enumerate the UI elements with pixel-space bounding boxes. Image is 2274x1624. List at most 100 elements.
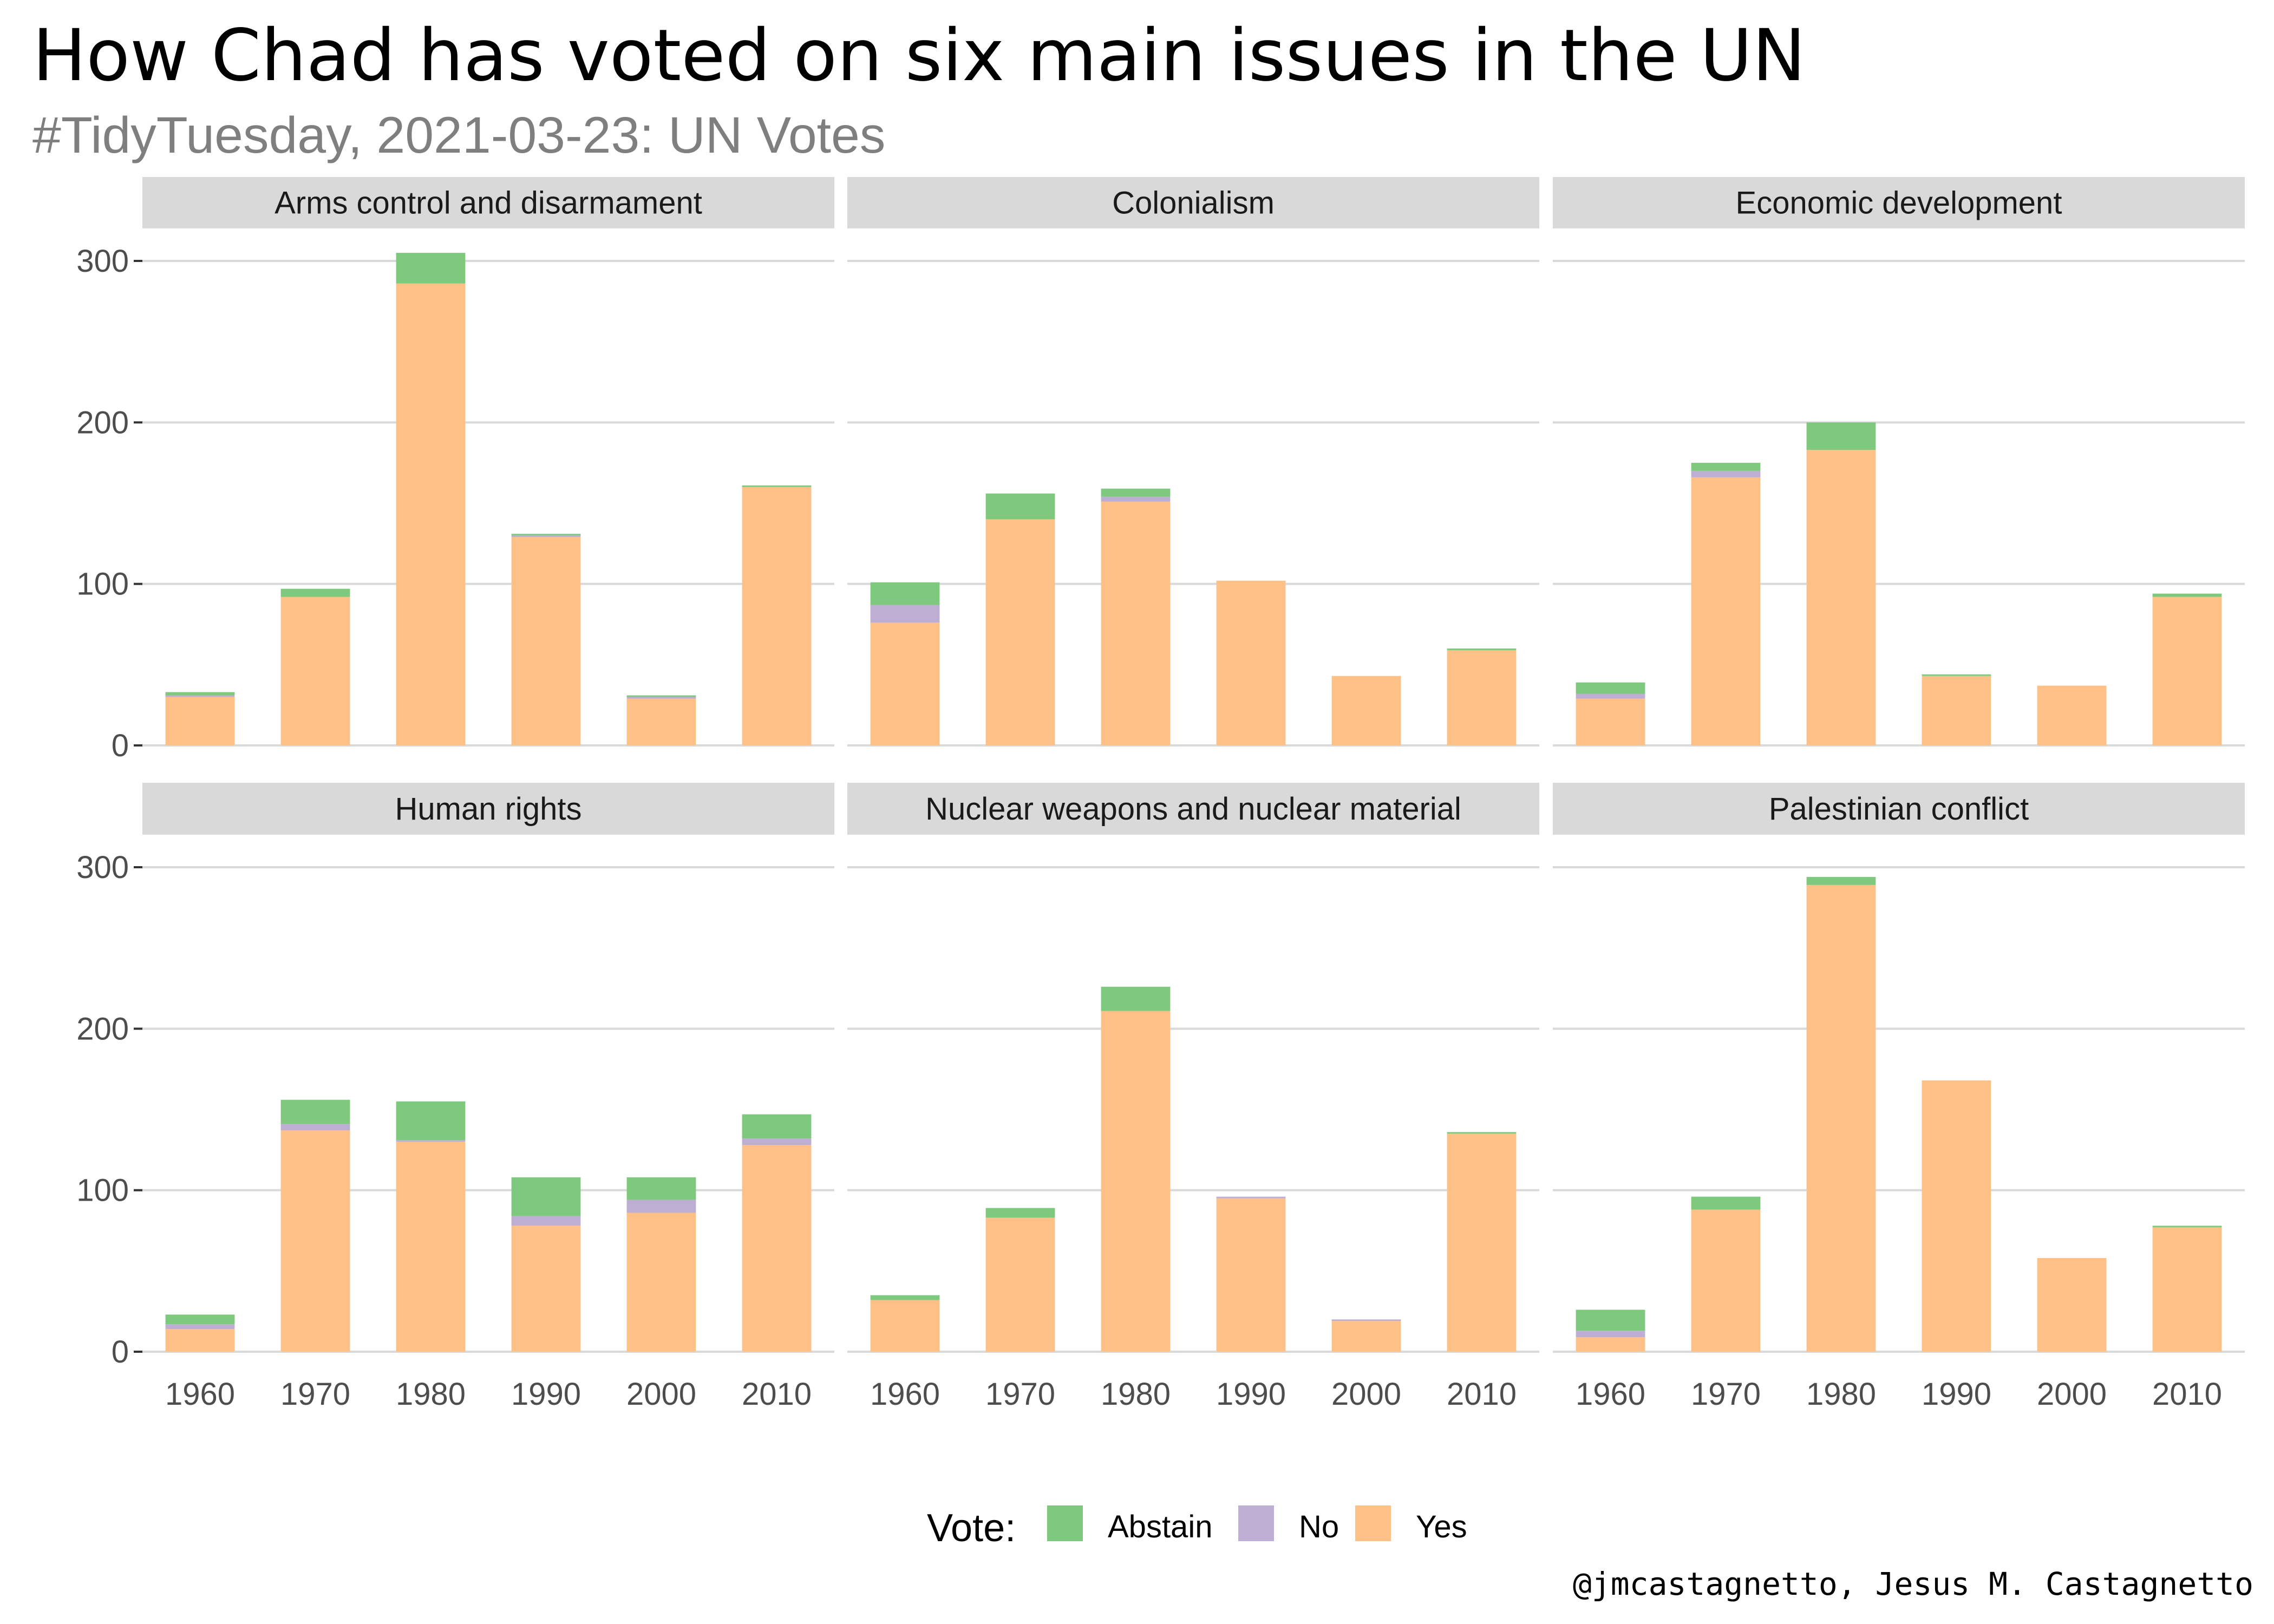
bar-yes-1970 xyxy=(1691,1209,1761,1352)
bar-yes-2000 xyxy=(1331,1321,1401,1352)
bar-no-1970 xyxy=(1691,470,1761,477)
bar-yes-1990 xyxy=(1216,580,1286,745)
bar-abstain-1980 xyxy=(1806,422,1876,450)
bar-abstain-2010 xyxy=(2152,593,2222,597)
bar-yes-2010 xyxy=(742,487,812,745)
bar-abstain-1990 xyxy=(511,534,581,536)
bar-no-2000 xyxy=(626,697,696,699)
facet-panels: Arms control and disarmament 0 100 200 300 Co… xyxy=(76,177,2245,1412)
legend-title: Vote: xyxy=(927,1507,1016,1550)
x-tick-label: 1970 xyxy=(1691,1377,1761,1412)
bar-yes-2010 xyxy=(1447,1134,1517,1352)
bar-yes-2000 xyxy=(2037,685,2107,745)
bar-yes-2000 xyxy=(626,698,696,745)
bar-yes-1960 xyxy=(870,1300,940,1352)
facet-strip xyxy=(1553,783,2245,835)
bar-no-1990 xyxy=(511,535,581,538)
bar-yes-1960 xyxy=(1576,1337,1645,1352)
bar-yes-1970 xyxy=(280,1130,350,1352)
facet-strip xyxy=(142,177,834,228)
bar-yes-1970 xyxy=(1691,477,1761,745)
bar-yes-1990 xyxy=(1922,676,1991,745)
bar-no-1960 xyxy=(1576,1331,1645,1338)
bar-yes-2010 xyxy=(2152,597,2222,745)
y-tick-label: 200 xyxy=(76,405,129,440)
bar-no-2000 xyxy=(626,1200,696,1213)
bar-abstain-1980 xyxy=(1101,488,1171,497)
bar-abstain-1970 xyxy=(280,1099,350,1124)
bar-abstain-1970 xyxy=(1691,1196,1761,1210)
y-tick-label: 100 xyxy=(76,567,129,602)
x-tick-label: 2010 xyxy=(2152,1377,2222,1412)
facet-strip xyxy=(847,783,1539,835)
bar-abstain-1960 xyxy=(870,1295,940,1300)
bar-abstain-1960 xyxy=(165,692,235,696)
bar-abstain-1960 xyxy=(1576,682,1645,694)
facet-arms-control-and-disarmament: Arms control and disarmament 0 100 200 300 xyxy=(76,177,834,763)
bar-no-2000 xyxy=(1331,1319,1401,1321)
bar-abstain-1980 xyxy=(396,253,466,284)
bar-abstain-2010 xyxy=(742,485,812,487)
legend-label-no: No xyxy=(1299,1509,1339,1544)
facet-strip-label: Economic development xyxy=(1736,186,2062,221)
bar-yes-2000 xyxy=(1331,676,1401,745)
bar-abstain-2010 xyxy=(2152,1226,2222,1228)
x-tick-label: 1980 xyxy=(396,1377,466,1412)
bar-abstain-1970 xyxy=(280,588,350,597)
bar-abstain-2000 xyxy=(626,1177,696,1200)
bar-yes-1990 xyxy=(511,1226,581,1352)
legend-key-no xyxy=(1238,1505,1274,1541)
y-tick-label: 300 xyxy=(76,244,129,279)
page-subtitle: #TidyTuesday, 2021-03-23: UN Votes xyxy=(32,107,886,164)
x-tick-label: 1970 xyxy=(985,1377,1055,1412)
facet-strip xyxy=(1553,177,2245,228)
bar-abstain-1960 xyxy=(165,1314,235,1325)
bar-yes-1980 xyxy=(1101,1011,1171,1352)
bar-yes-1960 xyxy=(165,697,235,745)
legend-label-abstain: Abstain xyxy=(1108,1509,1212,1544)
y-tick-label: 100 xyxy=(76,1173,129,1208)
bar-yes-2010 xyxy=(742,1145,812,1352)
page-title: How Chad has voted on six main issues in… xyxy=(32,14,1806,97)
legend: Vote: Abstain No Yes xyxy=(927,1505,1467,1550)
bar-yes-2000 xyxy=(626,1213,696,1352)
facet-strip-label: Human rights xyxy=(395,791,582,827)
bar-abstain-1990 xyxy=(511,1177,581,1216)
bar-no-1960 xyxy=(1576,693,1645,699)
facet-colonialism: Colonialism xyxy=(847,177,1539,746)
legend-label-yes: Yes xyxy=(1416,1509,1467,1544)
bar-abstain-2010 xyxy=(1447,1132,1517,1134)
legend-key-abstain xyxy=(1047,1505,1083,1541)
bar-yes-1980 xyxy=(396,283,466,745)
x-tick-label: 1960 xyxy=(1576,1377,1645,1412)
bar-no-1960 xyxy=(870,605,940,623)
bar-no-1960 xyxy=(165,695,235,697)
bar-abstain-1990 xyxy=(1922,674,1991,676)
x-tick-label: 1990 xyxy=(511,1377,581,1412)
x-tick-label: 1960 xyxy=(870,1377,940,1412)
caption: @jmcastagnetto, Jesus M. Castagnetto xyxy=(1572,1566,2253,1602)
bar-abstain-2010 xyxy=(742,1114,812,1139)
bar-yes-1970 xyxy=(280,597,350,745)
facet-nuclear-weapons-and-nuclear-material: Nuclear weapons and nuclear material 1960… xyxy=(847,783,1539,1412)
bar-yes-1990 xyxy=(511,537,581,745)
y-tick-label: 300 xyxy=(76,850,129,885)
bar-abstain-1980 xyxy=(396,1101,466,1141)
bar-no-1990 xyxy=(511,1216,581,1226)
x-tick-label: 2000 xyxy=(2037,1377,2107,1412)
facet-strip-label: Colonialism xyxy=(1112,186,1275,221)
x-tick-label: 1960 xyxy=(165,1377,235,1412)
legend-key-yes xyxy=(1355,1505,1391,1541)
y-tick-label: 200 xyxy=(76,1011,129,1046)
x-tick-label: 2000 xyxy=(626,1377,696,1412)
bar-yes-2000 xyxy=(2037,1258,2107,1352)
y-tick-label: 0 xyxy=(112,1334,129,1370)
bar-abstain-1980 xyxy=(1101,986,1171,1011)
x-tick-label: 1980 xyxy=(1806,1377,1876,1412)
bar-abstain-1970 xyxy=(985,1208,1055,1218)
bar-no-2010 xyxy=(742,1138,812,1145)
facet-strip-label: Nuclear weapons and nuclear material xyxy=(925,791,1461,827)
bar-yes-1980 xyxy=(1101,501,1171,745)
bar-no-1980 xyxy=(396,1140,466,1142)
y-tick-label: 0 xyxy=(112,728,129,763)
